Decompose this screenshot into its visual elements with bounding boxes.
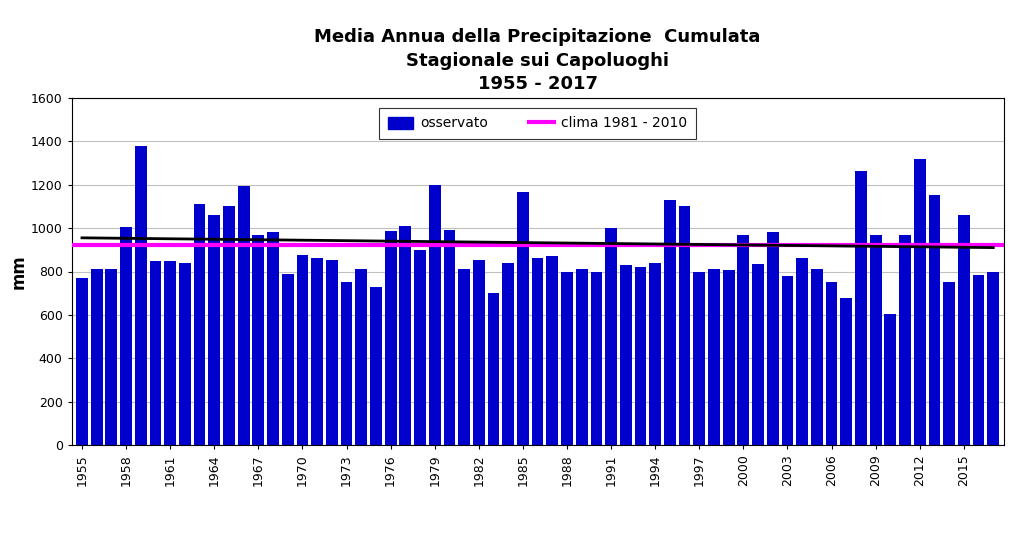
Bar [913, 159, 926, 445]
Bar [620, 265, 632, 445]
Bar [385, 231, 396, 445]
Bar [753, 264, 764, 445]
Bar [370, 287, 382, 445]
Bar [855, 171, 867, 445]
Bar [591, 272, 602, 445]
Bar [91, 269, 102, 445]
Bar [885, 314, 896, 445]
Bar [297, 255, 308, 445]
Bar [635, 267, 646, 445]
Bar [958, 215, 970, 445]
Bar [929, 195, 940, 445]
Bar [531, 258, 544, 445]
Bar [311, 258, 323, 445]
Bar [443, 230, 456, 445]
Bar [458, 269, 470, 445]
Bar [282, 274, 294, 445]
Bar [708, 269, 720, 445]
Legend: osservato, clima 1981 - 2010: osservato, clima 1981 - 2010 [380, 108, 695, 139]
Bar [869, 235, 882, 445]
Bar [767, 232, 778, 445]
Bar [267, 232, 279, 445]
Bar [664, 200, 676, 445]
Bar [781, 276, 794, 445]
Bar [135, 146, 146, 445]
Bar [841, 298, 852, 445]
Bar [899, 235, 911, 445]
Bar [223, 206, 234, 445]
Bar [473, 260, 484, 445]
Bar [679, 206, 690, 445]
Bar [987, 272, 999, 445]
Bar [414, 250, 426, 445]
Bar [561, 272, 572, 445]
Bar [649, 263, 662, 445]
Bar [208, 215, 220, 445]
Bar [120, 227, 132, 445]
Bar [105, 269, 117, 445]
Bar [825, 282, 838, 445]
Bar [179, 263, 190, 445]
Bar [605, 228, 617, 445]
Bar [341, 282, 352, 445]
Bar [164, 261, 176, 445]
Bar [693, 272, 706, 445]
Bar [797, 258, 808, 445]
Bar [503, 263, 514, 445]
Bar [723, 270, 734, 445]
Bar [973, 275, 984, 445]
Bar [150, 261, 162, 445]
Bar [253, 235, 264, 445]
Bar [811, 269, 822, 445]
Bar [575, 269, 588, 445]
Bar [76, 278, 88, 445]
Y-axis label: mm: mm [10, 254, 28, 289]
Bar [737, 235, 750, 445]
Bar [429, 185, 440, 445]
Bar [547, 256, 558, 445]
Bar [355, 269, 368, 445]
Bar [326, 260, 338, 445]
Bar [487, 293, 500, 445]
Bar [194, 204, 206, 445]
Bar [399, 226, 412, 445]
Bar [943, 282, 955, 445]
Bar [517, 192, 528, 445]
Title: Media Annua della Precipitazione  Cumulata
Stagionale sui Capoluoghi
1955 - 2017: Media Annua della Precipitazione Cumulat… [314, 28, 761, 93]
Bar [238, 186, 250, 445]
